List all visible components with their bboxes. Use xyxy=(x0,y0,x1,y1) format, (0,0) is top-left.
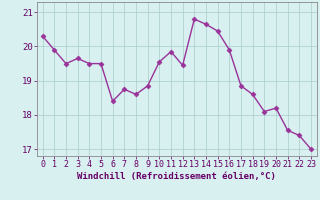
X-axis label: Windchill (Refroidissement éolien,°C): Windchill (Refroidissement éolien,°C) xyxy=(77,172,276,181)
